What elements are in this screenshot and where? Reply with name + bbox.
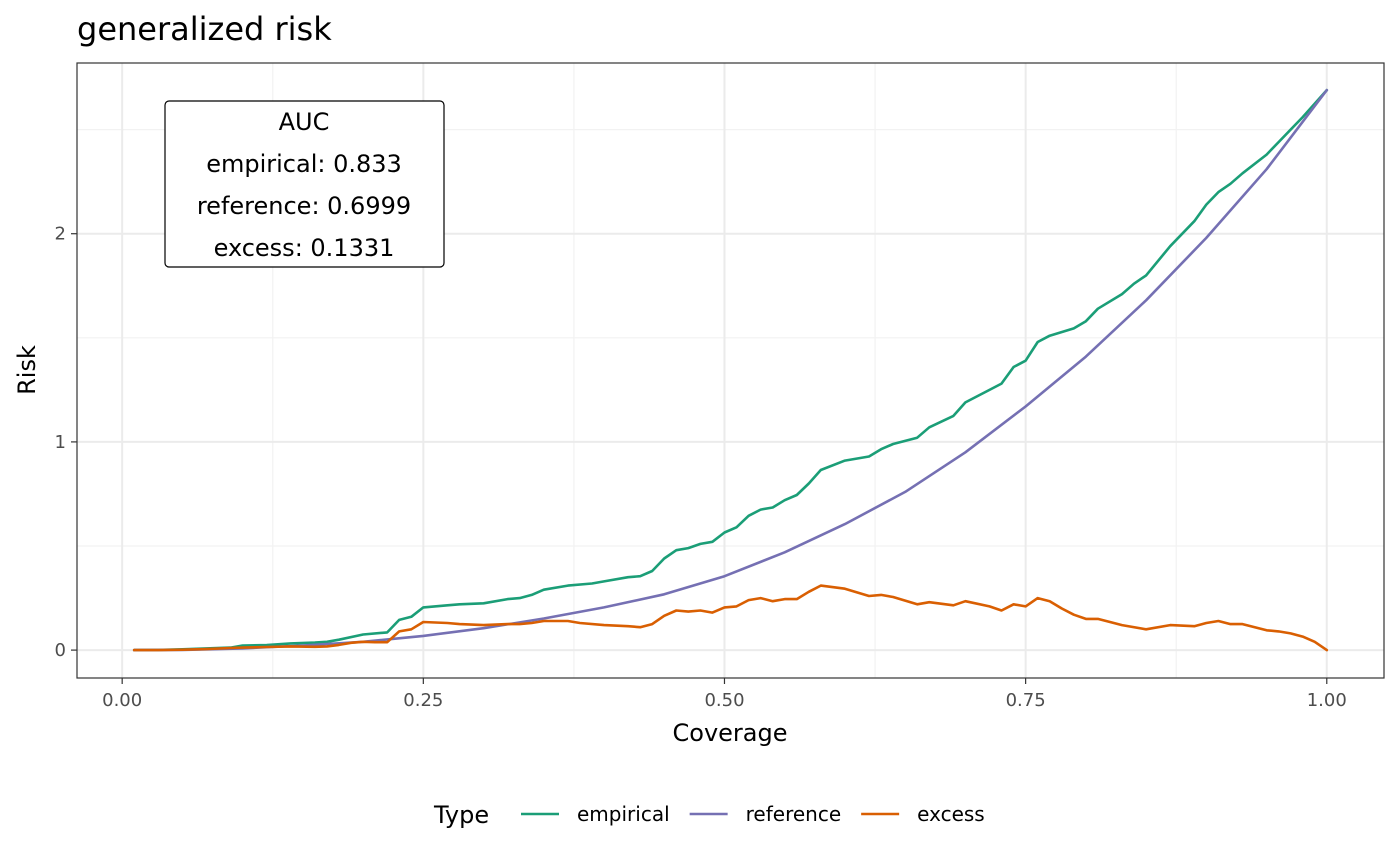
x-tick-label: 1.00 [1307,690,1347,711]
y-tick-label: 2 [55,224,66,245]
x-tick-label: 0.75 [1006,690,1046,711]
y-tick-label: 1 [55,432,66,453]
series-layer [132,88,1329,652]
legend-label-empirical: empirical [577,802,670,826]
x-tick-label: 0.50 [704,690,744,711]
auc-annotation: AUC empirical: 0.833 reference: 0.6999 e… [164,100,445,268]
y-tick-label: 0 [55,640,66,661]
plot-border [76,62,1385,679]
auc-annotation-box [164,100,445,268]
y-axis-title: Risk [13,345,41,395]
auc-annotation-empirical: empirical: 0.833 [206,150,402,178]
axis-ticks: 0.00 0.25 0.50 0.75 1.00 0 1 2 [55,224,1347,711]
legend-label-reference: reference [746,802,842,826]
x-tick-label: 0.25 [403,690,443,711]
auc-annotation-reference: reference: 0.6999 [197,192,411,220]
auc-annotation-title: AUC [279,108,330,136]
series-line-excess [132,584,1329,652]
legend-label-excess: excess [917,802,985,826]
series-line-empirical [132,88,1329,652]
legend: Type empirical reference excess [433,801,985,829]
chart-title: generalized risk [77,10,332,48]
series-line-reference [132,88,1329,652]
auc-annotation-excess: excess: 0.1331 [214,234,395,262]
x-axis-title: Coverage [673,719,788,747]
x-tick-label: 0.00 [102,690,142,711]
legend-title: Type [433,801,489,829]
